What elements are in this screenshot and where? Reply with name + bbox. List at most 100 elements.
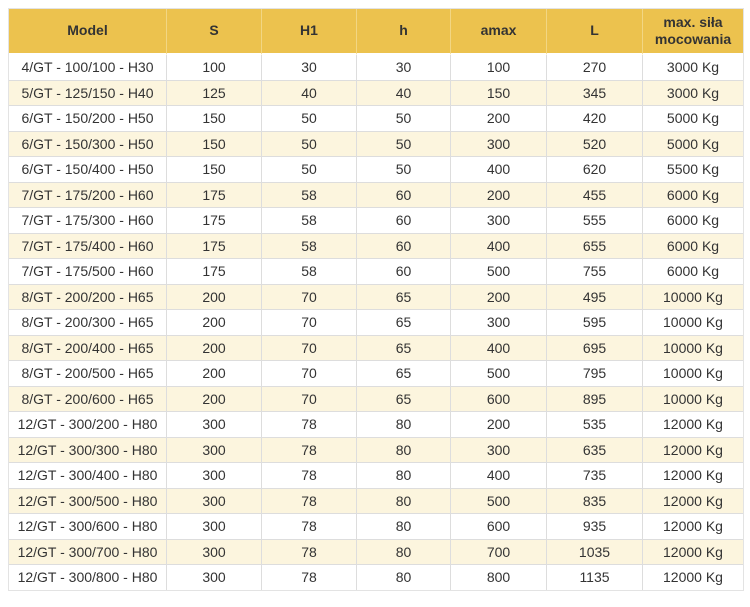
cell-model: 7/GT - 175/300 - H60 (9, 208, 167, 234)
cell-h1: 50 (262, 131, 357, 157)
cell-h: 65 (357, 386, 451, 412)
cell-h1: 30 (262, 55, 357, 81)
cell-h1: 70 (262, 386, 357, 412)
column-header-amax: amax (451, 9, 547, 55)
cell-model: 7/GT - 175/200 - H60 (9, 182, 167, 208)
table-row: 7/GT - 175/200 - H60 175 58 60 200 455 6000 Kg (9, 182, 743, 208)
cell-amax: 400 (451, 157, 547, 183)
cell-s: 125 (167, 80, 262, 106)
table-row: 6/GT - 150/300 - H50 150 50 50 300 520 5000 Kg (9, 131, 743, 157)
cell-max-force: 12000 Kg (643, 463, 743, 489)
cell-h: 65 (357, 284, 451, 310)
cell-l: 345 (547, 80, 643, 106)
cell-h1: 78 (262, 514, 357, 540)
table-row: 12/GT - 300/400 - H80 300 78 80 400 735 12000 … (9, 463, 743, 489)
cell-s: 300 (167, 412, 262, 438)
cell-model: 4/GT - 100/100 - H30 (9, 55, 167, 81)
cell-max-force: 6000 Kg (643, 233, 743, 259)
cell-l: 695 (547, 335, 643, 361)
cell-max-force: 12000 Kg (643, 412, 743, 438)
cell-h: 65 (357, 335, 451, 361)
cell-model: 8/GT - 200/500 - H65 (9, 361, 167, 387)
cell-max-force: 12000 Kg (643, 565, 743, 590)
table-row: 7/GT - 175/400 - H60 175 58 60 400 655 6000 Kg (9, 233, 743, 259)
cell-amax: 500 (451, 361, 547, 387)
cell-h1: 78 (262, 539, 357, 565)
cell-h1: 58 (262, 259, 357, 285)
cell-max-force: 6000 Kg (643, 259, 743, 285)
cell-h: 65 (357, 310, 451, 336)
cell-max-force: 12000 Kg (643, 514, 743, 540)
cell-h1: 50 (262, 106, 357, 132)
cell-max-force: 10000 Kg (643, 361, 743, 387)
cell-model: 12/GT - 300/300 - H80 (9, 437, 167, 463)
cell-s: 175 (167, 259, 262, 285)
table-row: 12/GT - 300/700 - H80 300 78 80 700 1035 12000… (9, 539, 743, 565)
cell-max-force: 12000 Kg (643, 488, 743, 514)
cell-h: 60 (357, 233, 451, 259)
cell-h: 80 (357, 412, 451, 438)
cell-h1: 78 (262, 488, 357, 514)
table-row: 12/GT - 300/200 - H80 300 78 80 200 535 12000 … (9, 412, 743, 438)
cell-h1: 78 (262, 437, 357, 463)
cell-l: 495 (547, 284, 643, 310)
cell-h: 60 (357, 182, 451, 208)
cell-l: 895 (547, 386, 643, 412)
cell-l: 1135 (547, 565, 643, 590)
cell-h: 80 (357, 437, 451, 463)
column-header-max-force: max. siła mocowania (643, 9, 743, 55)
spec-table-container: Model S H1 h amax L max. siła mocowania … (8, 8, 744, 591)
cell-s: 300 (167, 463, 262, 489)
table-row: 8/GT - 200/200 - H65 200 70 65 200 495 10000 K… (9, 284, 743, 310)
cell-l: 420 (547, 106, 643, 132)
cell-l: 270 (547, 55, 643, 81)
cell-s: 300 (167, 514, 262, 540)
cell-s: 150 (167, 157, 262, 183)
cell-h1: 50 (262, 157, 357, 183)
cell-amax: 500 (451, 259, 547, 285)
cell-max-force: 3000 Kg (643, 55, 743, 81)
table-row: 5/GT - 125/150 - H40 125 40 40 150 345 3000 Kg (9, 80, 743, 106)
cell-l: 595 (547, 310, 643, 336)
cell-model: 8/GT - 200/600 - H65 (9, 386, 167, 412)
cell-amax: 400 (451, 335, 547, 361)
cell-max-force: 10000 Kg (643, 284, 743, 310)
cell-model: 5/GT - 125/150 - H40 (9, 80, 167, 106)
cell-amax: 700 (451, 539, 547, 565)
cell-s: 100 (167, 55, 262, 81)
cell-h1: 78 (262, 412, 357, 438)
cell-amax: 400 (451, 463, 547, 489)
cell-h1: 70 (262, 361, 357, 387)
cell-h: 60 (357, 208, 451, 234)
table-row: 12/GT - 300/500 - H80 300 78 80 500 835 12000 … (9, 488, 743, 514)
table-row: 8/GT - 200/300 - H65 200 70 65 300 595 10000 K… (9, 310, 743, 336)
cell-l: 795 (547, 361, 643, 387)
cell-model: 6/GT - 150/200 - H50 (9, 106, 167, 132)
cell-h1: 58 (262, 208, 357, 234)
cell-s: 200 (167, 386, 262, 412)
cell-s: 175 (167, 233, 262, 259)
cell-l: 455 (547, 182, 643, 208)
cell-l: 735 (547, 463, 643, 489)
cell-amax: 300 (451, 437, 547, 463)
cell-max-force: 12000 Kg (643, 539, 743, 565)
cell-h: 80 (357, 539, 451, 565)
cell-h1: 78 (262, 463, 357, 489)
cell-max-force: 5000 Kg (643, 131, 743, 157)
cell-model: 8/GT - 200/400 - H65 (9, 335, 167, 361)
table-row: 6/GT - 150/400 - H50 150 50 50 400 620 5500 Kg (9, 157, 743, 183)
cell-s: 300 (167, 437, 262, 463)
cell-s: 200 (167, 335, 262, 361)
cell-s: 150 (167, 106, 262, 132)
cell-max-force: 10000 Kg (643, 335, 743, 361)
cell-amax: 200 (451, 182, 547, 208)
cell-max-force: 12000 Kg (643, 437, 743, 463)
cell-s: 300 (167, 539, 262, 565)
cell-h1: 40 (262, 80, 357, 106)
cell-s: 300 (167, 488, 262, 514)
cell-s: 150 (167, 131, 262, 157)
cell-amax: 200 (451, 284, 547, 310)
cell-l: 755 (547, 259, 643, 285)
cell-amax: 600 (451, 386, 547, 412)
table-row: 12/GT - 300/600 - H80 300 78 80 600 935 12000 … (9, 514, 743, 540)
